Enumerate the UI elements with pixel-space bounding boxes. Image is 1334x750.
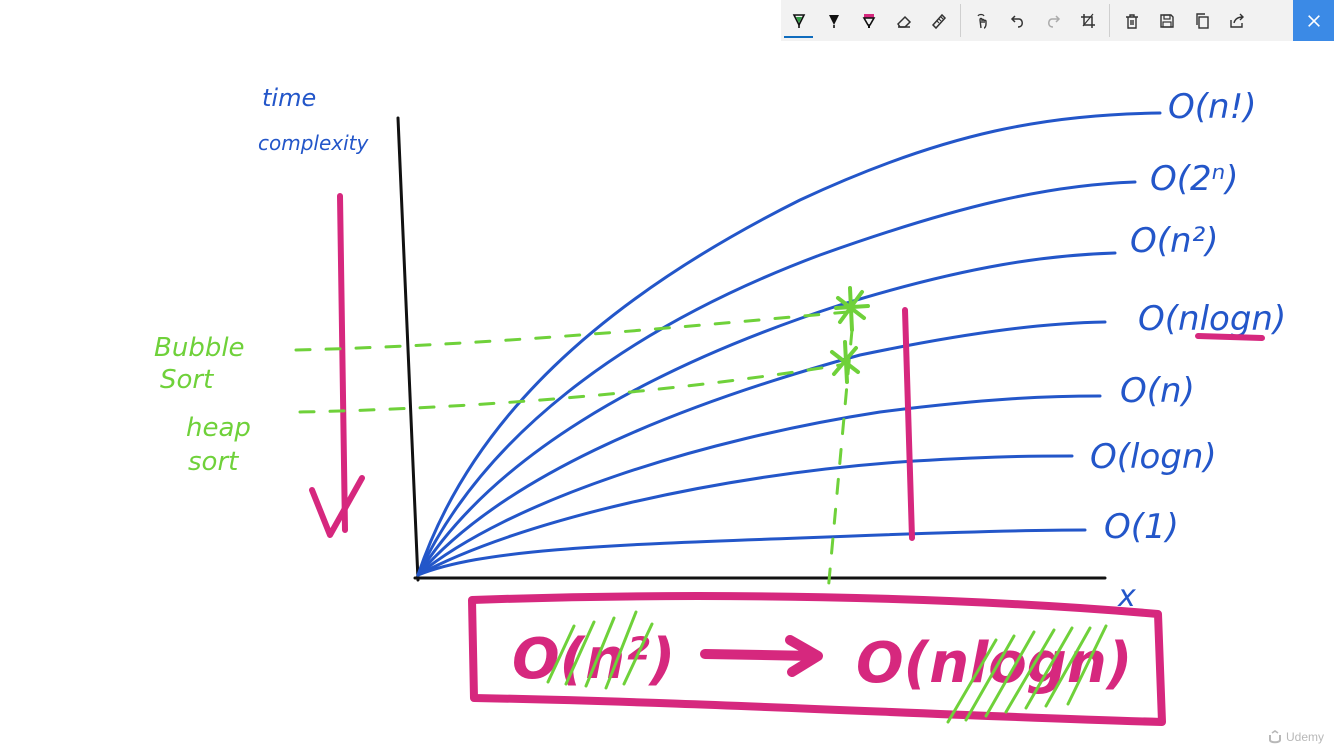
heap-sort-line1: heap: [186, 413, 251, 443]
crop-icon: [1080, 13, 1095, 28]
label-n: O(n): [1120, 371, 1195, 411]
toolbar-separator: [1109, 4, 1110, 37]
green-hatch-right: [946, 624, 1108, 724]
vertical-marker: [902, 307, 915, 541]
bubble-dashed-line: [294, 310, 850, 352]
down-arrow-shaft: [337, 193, 348, 533]
touch-writing-button[interactable]: [965, 0, 1000, 41]
bubble-sort-line1: Bubble: [154, 333, 245, 363]
y-axis-label-line1: time: [262, 84, 316, 112]
bottom-left-complexity: O(n²): [512, 627, 675, 692]
bubble-sort-line2: Sort: [160, 365, 214, 395]
copy-icon: [1195, 12, 1209, 29]
save-icon: [1159, 13, 1174, 28]
close-button[interactable]: [1293, 0, 1334, 41]
ruler-button[interactable]: [921, 0, 956, 41]
pencil-button[interactable]: [816, 0, 851, 41]
curve-n: [416, 394, 1102, 577]
undo-button[interactable]: [1000, 0, 1035, 41]
trash-icon: [1125, 13, 1138, 29]
label-n-squared: O(n²): [1130, 221, 1218, 261]
pencil-icon: [828, 14, 839, 28]
toolbar-separator: [960, 4, 961, 37]
y-axis: [396, 116, 420, 582]
pen-icon: [792, 13, 805, 28]
heap-dashed-line: [298, 363, 842, 414]
undo-icon: [1010, 14, 1023, 28]
share-button[interactable]: [1219, 0, 1254, 41]
nlogn-underline: [1195, 333, 1265, 341]
ink-toolbar: [781, 0, 1334, 41]
watermark-text: Udemy: [1285, 730, 1324, 744]
curve-constant: [416, 528, 1087, 577]
curve-n-factorial: [416, 111, 1162, 577]
udemy-logo-icon: [1268, 730, 1281, 744]
curve-logn: [416, 454, 1074, 577]
curve-2-power-n: [416, 180, 1137, 577]
crop-button[interactable]: [1070, 0, 1105, 41]
highlighter-button[interactable]: [851, 0, 886, 41]
ruler-icon: [931, 13, 946, 29]
label-constant: O(1): [1104, 507, 1179, 547]
udemy-watermark: Udemy: [1268, 730, 1324, 744]
curve-n-squared: [416, 251, 1117, 577]
close-icon: [1307, 14, 1320, 27]
save-button[interactable]: [1149, 0, 1184, 41]
y-axis-label-line2: complexity: [258, 131, 370, 155]
down-arrow-head: [309, 475, 365, 538]
clear-button[interactable]: [1114, 0, 1149, 41]
heap-sort-line2: sort: [188, 447, 239, 477]
copy-button[interactable]: [1184, 0, 1219, 41]
heap-star-marker: [830, 340, 860, 384]
curve-nlogn: [416, 320, 1107, 577]
redo-button[interactable]: [1035, 0, 1070, 41]
redo-icon: [1047, 14, 1060, 28]
label-2-power-n: O(2ⁿ): [1150, 159, 1239, 199]
bottom-box: O(n²) O(nlogn): [468, 592, 1166, 726]
x-axis-label: x: [1117, 579, 1136, 614]
label-n-factorial: O(n!): [1168, 87, 1256, 127]
bottom-arrow: [700, 635, 823, 677]
label-logn: O(logn): [1090, 437, 1217, 477]
share-icon: [1229, 13, 1244, 28]
eraser-button[interactable]: [886, 0, 921, 41]
green-hatch-left: [546, 610, 654, 690]
label-nlogn: O(nlogn): [1138, 299, 1286, 339]
ballpoint-pen-button[interactable]: [781, 0, 816, 41]
bubble-star-marker: [834, 286, 870, 332]
eraser-icon: [896, 15, 911, 28]
highlighter-icon: [862, 13, 875, 28]
touch-writing-icon: [976, 13, 987, 29]
